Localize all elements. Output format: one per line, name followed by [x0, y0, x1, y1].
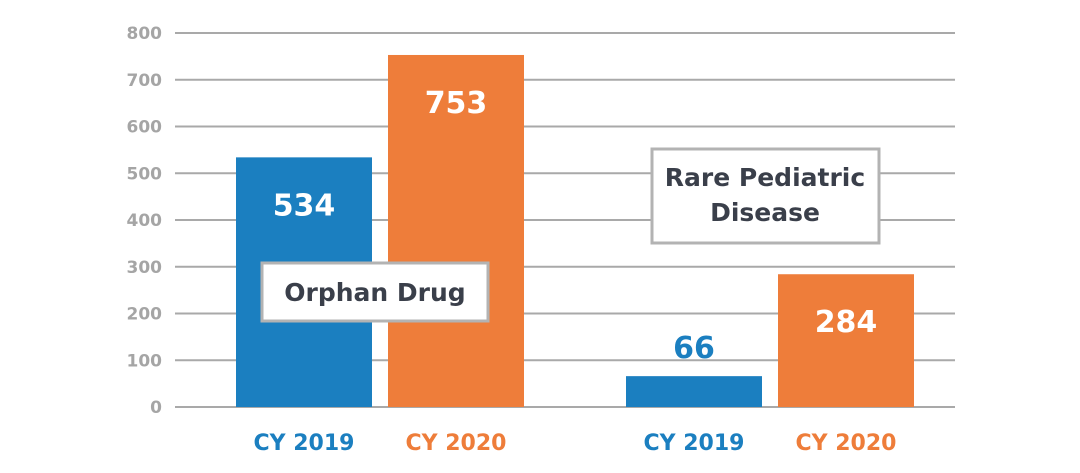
- x-tick-label-g1-cy-2019: CY 2019: [644, 431, 745, 456]
- y-tick-label-400: 400: [127, 211, 163, 231]
- group-labels: Orphan Drug Rare Pediatric Disease: [260, 147, 881, 323]
- group-label-box: [650, 147, 881, 245]
- x-tick-label-g0-cy-2019: CY 2019: [254, 431, 355, 456]
- y-tick-label-0: 0: [150, 398, 162, 418]
- bar-labels: 534 753 66 284: [273, 86, 878, 366]
- group-label-box: [260, 261, 490, 323]
- bar-g1-cy-2020: [778, 274, 914, 407]
- y-tick-label-200: 200: [127, 305, 163, 325]
- y-tick-label-600: 600: [127, 118, 163, 138]
- bar-value-label-g1-cy-2019: 66: [673, 331, 715, 366]
- y-tick-label-300: 300: [127, 258, 163, 278]
- x-axis-labels: CY 2019 CY 2020 CY 2019 CY 2020: [254, 431, 897, 456]
- y-tick-label-100: 100: [127, 351, 163, 371]
- group-label-text: Orphan Drug: [284, 278, 465, 307]
- y-tick-label-700: 700: [127, 71, 163, 91]
- bar-value-label-g1-cy-2020: 284: [815, 305, 878, 340]
- bar-g1-cy-2019: [626, 376, 762, 407]
- y-axis-ticks: 0 100 200 300 400 500 600 700 800: [127, 24, 163, 418]
- bar-value-label-g0-cy-2019: 534: [273, 188, 336, 223]
- bars: [236, 54, 914, 407]
- y-tick-label-800: 800: [127, 24, 163, 44]
- group-label-text-line-1: Rare Pediatric: [665, 163, 865, 192]
- group-label-orphan-drug: Orphan Drug: [260, 261, 490, 323]
- bar-value-label-g0-cy-2020: 753: [425, 86, 488, 121]
- x-tick-label-g0-cy-2020: CY 2020: [406, 431, 507, 456]
- group-label-rare-pediatric-disease: Rare Pediatric Disease: [650, 147, 881, 245]
- x-tick-label-g1-cy-2020: CY 2020: [796, 431, 897, 456]
- y-tick-label-500: 500: [127, 164, 163, 184]
- bar-g0-cy-2020: [388, 54, 524, 407]
- group-label-text-line-2: Disease: [710, 198, 820, 227]
